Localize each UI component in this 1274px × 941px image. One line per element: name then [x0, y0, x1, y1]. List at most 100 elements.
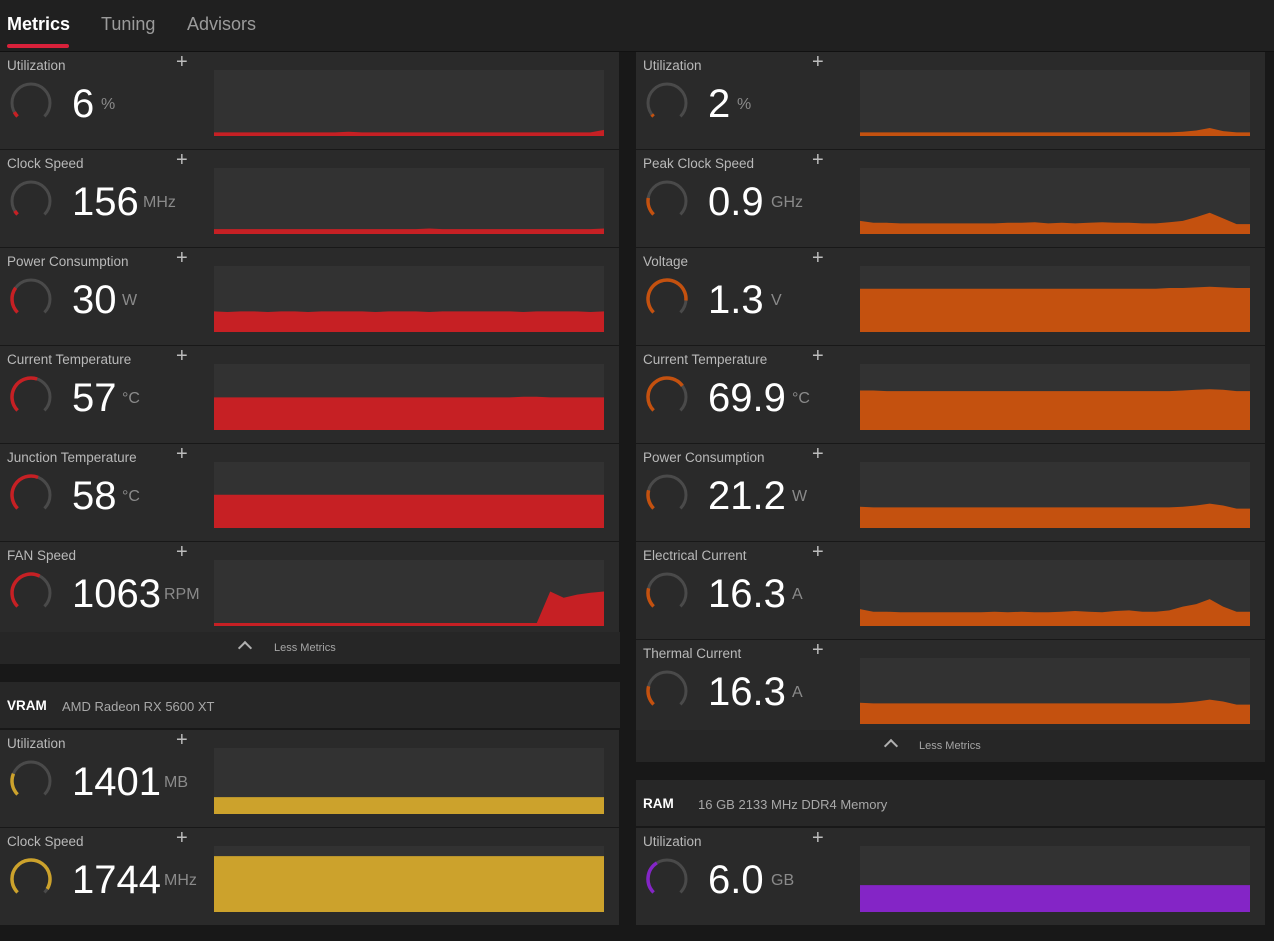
gauge-level: [650, 113, 655, 118]
chart-svg: [860, 212, 1250, 234]
metric-unit: RPM: [164, 586, 200, 603]
metric-label: Utilization: [7, 736, 66, 751]
less-metrics-button[interactable]: Less Metrics: [636, 730, 1265, 762]
chart-area: [214, 311, 604, 332]
metric-card: FAN Speed +1063 RPM: [0, 542, 619, 639]
chart-svg: [860, 128, 1250, 136]
chart-area: [214, 797, 604, 814]
add-to-overlay-button[interactable]: +: [812, 345, 824, 367]
active-tab-indicator: [7, 44, 69, 48]
metric-card: Voltage +1.3 V: [636, 248, 1265, 345]
metric-card: Current Temperature +69.9 °C: [636, 346, 1265, 443]
metric-unit: GB: [771, 872, 795, 889]
metric-value: 58: [72, 474, 117, 518]
metric-history-chart: [860, 70, 1250, 136]
less-metrics-label: Less Metrics: [919, 740, 981, 752]
tab-tuning[interactable]: Tuning: [101, 14, 156, 34]
tab-metrics[interactable]: Metrics: [7, 14, 71, 34]
metric-history-chart: [214, 748, 604, 814]
gauge-level: [646, 685, 655, 706]
metric-value: 21.2: [708, 474, 786, 518]
add-to-overlay-button[interactable]: +: [176, 729, 188, 751]
metric-value: 6: [72, 82, 95, 126]
chart-area: [860, 212, 1250, 234]
metric-unit: %: [101, 96, 116, 113]
add-to-overlay-button[interactable]: +: [812, 149, 824, 171]
gauge-icon: [646, 858, 688, 894]
chart-svg: [860, 503, 1250, 528]
gauge-icon: [646, 180, 688, 216]
add-to-overlay-button[interactable]: +: [176, 541, 188, 563]
gauge-icon: [646, 278, 688, 314]
metric-unit: W: [122, 292, 138, 309]
section-header: RAM 16 GB 2133 MHz DDR4 Memory: [636, 780, 1265, 826]
metric-unit: V: [771, 292, 782, 309]
metric-unit: MHz: [164, 872, 197, 889]
add-to-overlay-button[interactable]: +: [176, 247, 188, 269]
metric-value: 156: [72, 180, 139, 224]
add-to-overlay-button[interactable]: +: [176, 51, 188, 73]
metric-card: Power Consumption +30 W: [0, 248, 619, 345]
chevron-up-icon: [237, 640, 253, 656]
gauge-level: [10, 572, 41, 608]
metric-unit: MHz: [143, 194, 176, 211]
metric-card: Clock Speed +1744 MHz: [0, 828, 619, 925]
gauge-level: [13, 209, 19, 216]
add-to-overlay-button[interactable]: +: [176, 827, 188, 849]
metric-history-chart: [214, 560, 604, 626]
metric-value: 69.9: [708, 376, 786, 420]
chart-area: [214, 396, 604, 430]
less-metrics-button[interactable]: Less Metrics: [0, 632, 620, 664]
metric-unit: °C: [792, 390, 810, 407]
chart-area: [214, 494, 604, 528]
chart-svg: [214, 129, 604, 136]
add-to-overlay-button[interactable]: +: [812, 247, 824, 269]
add-to-overlay-button[interactable]: +: [176, 345, 188, 367]
chart-area: [214, 228, 604, 234]
metric-unit: °C: [122, 488, 140, 505]
metric-history-chart: [860, 168, 1250, 234]
chart-area: [860, 389, 1250, 430]
gauge-icon: [10, 858, 52, 894]
add-to-overlay-button[interactable]: +: [812, 51, 824, 73]
chevron-up-icon: [883, 738, 899, 754]
add-to-overlay-button[interactable]: +: [812, 443, 824, 465]
metric-value: 1063: [72, 572, 161, 616]
chart-area: [860, 599, 1250, 626]
metric-label: Utilization: [643, 834, 702, 849]
add-to-overlay-button[interactable]: +: [176, 149, 188, 171]
metric-value: 16.3: [708, 572, 786, 616]
chart-svg: [860, 885, 1250, 912]
metric-card: Power Consumption +21.2 W: [636, 444, 1265, 541]
add-to-overlay-button[interactable]: +: [812, 827, 824, 849]
section-subtitle: 16 GB 2133 MHz DDR4 Memory: [698, 797, 888, 812]
section-header: VRAM AMD Radeon RX 5600 XT: [0, 682, 620, 728]
chart-svg: [214, 228, 604, 234]
metric-unit: A: [792, 586, 803, 603]
add-to-overlay-button[interactable]: +: [812, 639, 824, 661]
add-to-overlay-button[interactable]: +: [812, 541, 824, 563]
metric-history-chart: [214, 462, 604, 528]
metric-card: Peak Clock Speed +0.9 GHz: [636, 150, 1265, 247]
gauge-level: [646, 376, 684, 412]
metric-value: 0.9: [708, 180, 764, 224]
metric-history-chart: [214, 846, 604, 912]
chart-svg: [214, 396, 604, 430]
chart-svg: [214, 591, 604, 626]
gauge-level: [10, 474, 39, 510]
metric-card: Clock Speed +156 MHz: [0, 150, 619, 247]
metric-history-chart: [860, 462, 1250, 528]
metric-card: Current Temperature +57 °C: [0, 346, 619, 443]
gauge-icon: [646, 572, 688, 608]
metric-card: Utilization +6.0 GB: [636, 828, 1265, 925]
gauge-level: [646, 197, 655, 216]
metric-label: FAN Speed: [7, 548, 77, 563]
add-to-overlay-button[interactable]: +: [176, 443, 188, 465]
tab-advisors[interactable]: Advisors: [187, 14, 257, 34]
chart-svg: [860, 599, 1250, 626]
metric-history-chart: [214, 364, 604, 430]
gauge-icon: [646, 376, 688, 412]
metric-label: Clock Speed: [7, 156, 84, 171]
chart-svg: [860, 286, 1250, 332]
metric-label: Thermal Current: [643, 646, 742, 661]
